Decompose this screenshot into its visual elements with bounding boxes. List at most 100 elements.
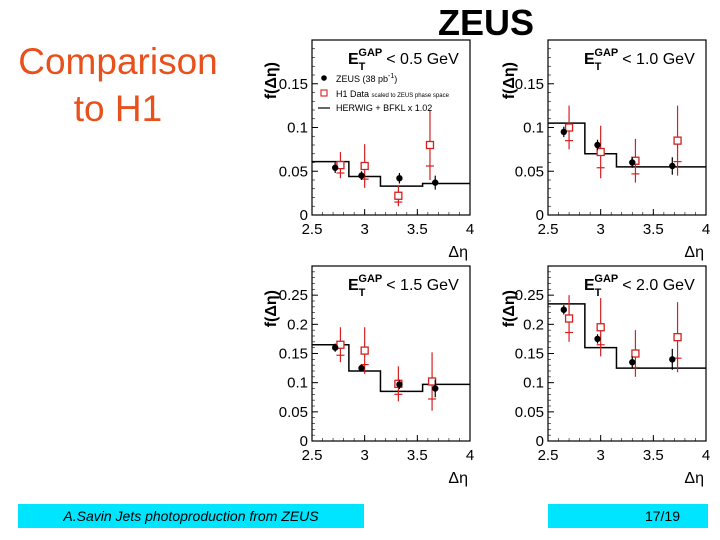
x-tick-label: 3.5 [407,447,428,464]
cut-label: ET GAP < 1.0 GeV [584,47,695,73]
slide-title: Comparison to H1 [0,38,236,132]
x-axis-label: Δη [448,470,468,487]
y-tick-label: 0.15 [515,346,544,363]
legend: ZEUS (38 pb-1) H1 Data scaled to ZEUS pha… [318,73,450,113]
zeus-point [594,141,601,149]
mc-step-line [312,344,470,393]
h1-point [673,136,682,145]
cut-label-et: E [584,51,595,68]
y-axis-label: f(Δη) [501,290,518,327]
zeus-point [331,164,339,171]
legend-h1-text: H1 Data [336,89,372,99]
y-tick-label: 0.1 [523,120,544,137]
y-tick-label: 0.15 [515,76,544,93]
x-tick-label: 4 [466,221,474,238]
mc-step-line [312,160,470,187]
y-tick-label: 0.05 [279,404,308,421]
zeus-point [629,359,636,366]
h1-point [564,314,574,323]
cut-label-et: E [348,51,359,68]
y-tick-label: 0.1 [523,375,544,392]
y-tick-label: 0.25 [279,287,308,304]
y-tick-label: 0.05 [515,404,544,421]
y-tick-label: 0.25 [515,287,544,304]
legend-h1-label: H1 Data scaled to ZEUS phase space [336,89,450,99]
zeus-point [358,364,365,372]
legend-zeus-sup: -1 [388,73,394,80]
y-tick-label: 0.05 [515,163,544,180]
zeus-point [358,172,365,179]
h1-point [564,123,574,132]
x-tick-label: 3 [596,221,604,238]
y-axis-label: f(Δη) [263,290,280,327]
cut-label-sup: GAP [594,273,618,285]
legend-zeus-label: ZEUS (38 pb-1) [336,73,397,84]
zeus-point [331,344,339,351]
cut-label-sub: T [595,61,602,73]
slide-title-line1: Comparison [18,41,218,82]
legend-mc-label: HERWIG + BFKL x 1.02 [336,103,432,113]
x-tick-label: 3.5 [643,221,664,238]
h1-point [673,333,682,342]
cut-label-sub: T [359,287,366,299]
y-tick-label: 0 [536,433,544,450]
x-tick-label: 3.5 [643,447,664,464]
cut-label-et: E [348,277,359,294]
x-tick-label: 3 [360,221,368,238]
x-tick-label: 3.5 [407,221,428,238]
cut-label-sup: GAP [358,273,382,285]
cut-label: ET GAP < 1.5 GeV [348,273,459,299]
zeus-point [560,306,567,313]
x-tick-label: 4 [702,447,710,464]
cut-label: ET GAP < 0.5 GeV [348,47,459,73]
zeus-point [396,175,403,182]
x-tick-label: 2.5 [302,221,323,238]
y-tick-label: 0 [300,433,308,450]
x-axis-label: Δη [684,470,704,487]
cut-label-sup: GAP [594,47,618,59]
h1-point [425,140,435,150]
h1-point [360,161,369,171]
cut-value: < 0.5 GeV [386,51,459,68]
panel-4: 0 0.05 0.1 0.15 0.2 0.25 2.5 3 3.5 4 Δη f(Δη) ET GAP <… [501,265,710,487]
cut-label-et: E [584,277,595,294]
slide-number: 17/19 [548,504,708,528]
x-tick-label: 2.5 [538,447,559,464]
zeus-point [669,162,676,170]
panel-3: 0 0.05 0.1 0.15 0.2 0.25 2.5 3 3.5 4 Δη f(Δη) ET GAP <… [263,265,474,487]
mc-step-line [548,122,706,168]
y-tick-label: 0.15 [279,76,308,93]
y-tick-label: 0.05 [279,163,308,180]
h1-point [427,377,437,386]
y-tick-label: 0 [300,207,308,224]
h1-point [360,346,369,355]
h1-point [394,191,403,200]
legend-zeus-close: ) [394,74,397,84]
y-axis-label: f(Δη) [501,62,518,99]
x-tick-label: 3 [596,447,604,464]
x-tick-label: 2.5 [538,221,559,238]
h1-point [596,147,605,157]
legend-zeus-marker [321,75,327,81]
x-axis-label: Δη [684,244,704,261]
cut-value: < 1.5 GeV [386,277,459,294]
cut-label-sub: T [359,61,366,73]
cut-value: < 1.0 GeV [622,51,695,68]
experiment-label: ZEUS [438,2,535,43]
slide-title-line2: to H1 [73,88,163,129]
y-tick-label: 0.1 [287,375,308,392]
x-tick-label: 4 [466,447,474,464]
y-tick-label: 0 [536,207,544,224]
zeus-point [629,159,636,166]
legend-h1-marker [320,89,328,97]
y-tick-label: 0.2 [523,316,544,333]
x-tick-label: 3 [360,447,368,464]
h1-point [336,340,345,349]
zeus-point [432,385,439,392]
zeus-point [396,381,403,388]
mc-step-line [548,303,706,369]
h1-point [596,323,605,332]
zeus-point [594,335,601,343]
y-tick-label: 0.2 [287,316,308,333]
